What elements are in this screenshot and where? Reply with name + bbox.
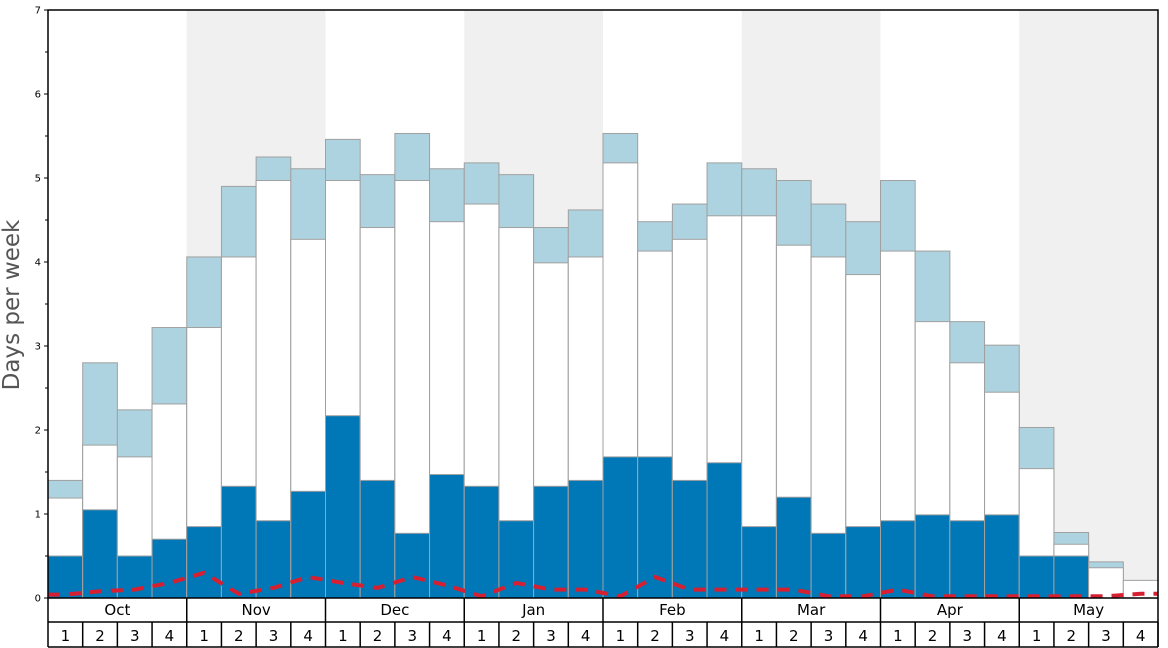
bar-dark (1053, 555, 1090, 599)
week-label: 1 (477, 627, 487, 645)
y-tick-label: 5 (35, 174, 41, 185)
week-label: 2 (373, 627, 383, 645)
bar-dark (602, 456, 639, 599)
week-label: 2 (650, 627, 660, 645)
line-series (48, 570, 1158, 599)
week-label: 2 (512, 627, 522, 645)
bar-dark (186, 526, 222, 599)
week-label: 2 (928, 627, 938, 645)
week-label: 3 (962, 627, 972, 645)
bar-dark (949, 520, 986, 599)
y-axis-label: Days per week (0, 219, 25, 390)
week-label: 3 (269, 627, 279, 645)
y-tick-label: 0 (35, 594, 41, 605)
week-label: 4 (1136, 627, 1146, 645)
bar-dark (880, 520, 916, 599)
plot-frame (47, 9, 1159, 599)
week-label: 4 (858, 627, 868, 645)
week-label: 2 (234, 627, 244, 645)
y-tick-label: 3 (35, 342, 41, 353)
month-label: Oct (104, 601, 130, 619)
x-axis: Oct Nov Dec Jan Feb Mar Apr May 1 2 3 4 1 2 3 4 1 2 3 4 1 2 3 4… (47, 598, 1159, 648)
week-label: 4 (165, 627, 175, 645)
bar-dark (220, 485, 257, 599)
month-label: Nov (241, 601, 270, 619)
bar-dark (810, 532, 847, 599)
bar-dark (775, 496, 812, 599)
week-label: 4 (442, 627, 452, 645)
week-label: 4 (997, 627, 1007, 645)
bar-dark (914, 514, 951, 599)
week-label: 4 (303, 627, 313, 645)
bar-dark (82, 509, 118, 599)
month-label: Feb (659, 601, 686, 619)
week-label: 3 (824, 627, 834, 645)
week-label: 3 (1101, 627, 1111, 645)
y-tick-label: 7 (35, 6, 41, 17)
week-label: 1 (754, 627, 764, 645)
bar-dark (151, 538, 188, 599)
week-label: 2 (1067, 627, 1077, 645)
month-label: Jan (521, 601, 545, 619)
week-label: 1 (616, 627, 626, 645)
week-label: 4 (720, 627, 730, 645)
bars (47, 132, 1159, 599)
bar-dark (533, 485, 569, 599)
y-tick-label: 1 (35, 510, 41, 521)
bar-dark (671, 479, 708, 599)
week-label: 3 (685, 627, 695, 645)
bar-white (394, 180, 431, 599)
bar-dark (706, 462, 743, 599)
month-label: Mar (797, 601, 826, 619)
week-label: 3 (407, 627, 417, 645)
bar-dark (1018, 555, 1055, 599)
week-label: 1 (893, 627, 903, 645)
bar-dark (325, 415, 361, 599)
y-tick-label: 6 (35, 90, 41, 101)
week-label: 3 (130, 627, 140, 645)
week-label: 1 (338, 627, 348, 645)
bar-dark (463, 485, 500, 599)
week-label: 4 (581, 627, 591, 645)
week-label: 2 (95, 627, 105, 645)
bar-dark (429, 474, 465, 599)
bar-dark (567, 479, 604, 599)
y-tick-label: 4 (35, 258, 41, 269)
bar-dark (741, 526, 777, 599)
week-label: 1 (61, 627, 71, 645)
bar-dark (498, 520, 535, 599)
line-series-path (48, 570, 1158, 599)
y-tick-label: 2 (35, 426, 41, 437)
month-label: May (1073, 601, 1104, 619)
month-label: Apr (937, 601, 964, 619)
bar-dark (845, 526, 881, 599)
bar-white (1088, 567, 1124, 599)
bar-dark (394, 532, 431, 599)
week-label: 1 (1032, 627, 1042, 645)
week-label: 2 (789, 627, 799, 645)
bar-dark (359, 479, 396, 599)
week-label: 1 (199, 627, 209, 645)
month-label: Dec (380, 601, 409, 619)
bar-dark (984, 514, 1020, 599)
y-axis: 0 1 2 3 4 5 6 7 (35, 6, 48, 605)
week-label: 3 (546, 627, 556, 645)
